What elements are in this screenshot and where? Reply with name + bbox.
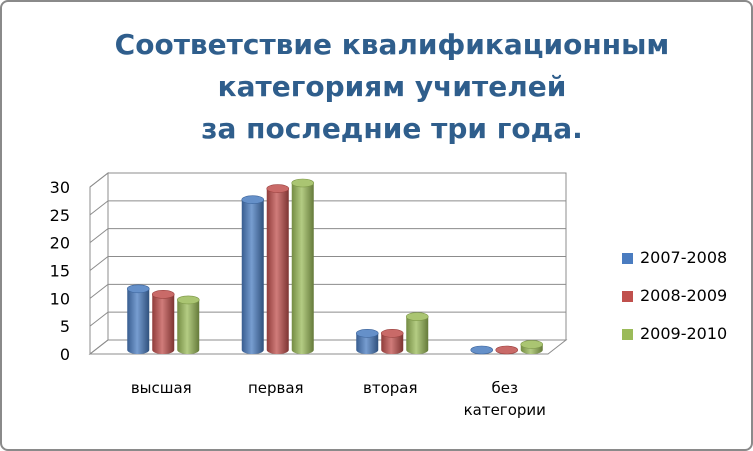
y-tick-label: 10 bbox=[50, 289, 70, 308]
y-tick-label: 25 bbox=[50, 206, 70, 225]
bar-top bbox=[291, 178, 315, 188]
bar bbox=[127, 288, 150, 354]
bar-top bbox=[380, 328, 404, 338]
bar bbox=[356, 333, 379, 354]
chart-title-line-2: категориям учителей bbox=[217, 70, 567, 103]
chart-title-line-1: Соответствие квалификационным bbox=[114, 28, 670, 61]
bar-top bbox=[176, 295, 200, 305]
bar bbox=[241, 199, 264, 354]
gridline bbox=[89, 283, 566, 299]
bar bbox=[406, 316, 429, 354]
gridline bbox=[89, 311, 566, 327]
legend-label: 2008-2009 bbox=[640, 286, 727, 305]
chart-title-line-3: за последние три года. bbox=[201, 112, 583, 145]
bar-top bbox=[470, 345, 494, 355]
gridline bbox=[89, 256, 566, 271]
bar bbox=[266, 188, 289, 354]
legend-swatch bbox=[622, 291, 633, 302]
x-category-label: вторая bbox=[363, 379, 418, 397]
bar-top bbox=[266, 184, 290, 193]
legend-label: 2009-2010 bbox=[640, 324, 727, 343]
y-tick-label: 0 bbox=[60, 345, 70, 364]
bar-top bbox=[495, 345, 519, 355]
legend-swatch bbox=[622, 329, 633, 340]
bar bbox=[381, 333, 404, 354]
bar-top bbox=[520, 340, 544, 349]
y-tick-label: 20 bbox=[50, 234, 70, 253]
x-category-label: высшая bbox=[131, 379, 192, 397]
bar bbox=[177, 299, 200, 354]
bar bbox=[291, 183, 314, 354]
bar-top bbox=[355, 328, 379, 338]
chart-title: Соответствие квалификационным категориям… bbox=[42, 24, 742, 150]
gridline bbox=[89, 200, 566, 216]
bar-top bbox=[405, 312, 429, 321]
gridline bbox=[89, 228, 566, 244]
y-tick-label: 15 bbox=[50, 262, 70, 281]
x-category-label: без bbox=[492, 379, 518, 397]
bar-top bbox=[126, 284, 150, 294]
y-tick-label: 30 bbox=[50, 178, 70, 197]
bar-top bbox=[241, 195, 265, 204]
x-category-label: категории bbox=[464, 401, 546, 419]
y-tick-label: 5 bbox=[60, 317, 70, 336]
legend-swatch bbox=[622, 253, 633, 264]
gridline bbox=[89, 172, 566, 188]
bar bbox=[152, 294, 175, 354]
x-category-label: первая bbox=[248, 379, 304, 397]
legend-label: 2007-2008 bbox=[640, 248, 727, 267]
bar-top bbox=[151, 290, 175, 299]
